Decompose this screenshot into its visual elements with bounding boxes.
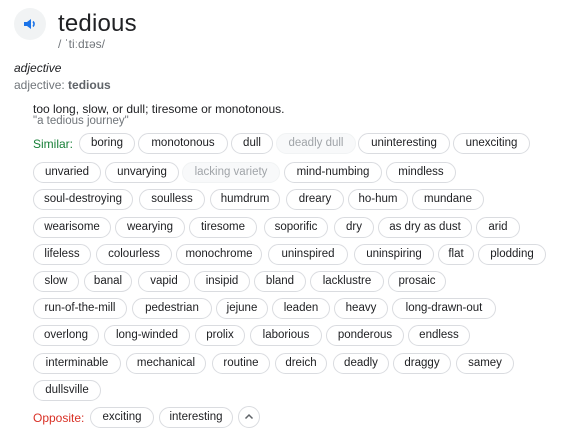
synonym-chip[interactable]: run-of-the-mill	[33, 298, 127, 319]
synonym-chip[interactable]: pedestrian	[132, 298, 212, 319]
part-of-speech-line: adjective: tedious	[14, 78, 111, 92]
synonym-chip[interactable]: mindless	[386, 162, 456, 183]
synonym-chip[interactable]: arid	[476, 217, 520, 238]
synonym-chip[interactable]: monotonous	[138, 133, 228, 154]
synonym-chip[interactable]: samey	[456, 353, 514, 374]
antonym-chip[interactable]: interesting	[159, 407, 233, 428]
synonym-chip[interactable]: bland	[254, 271, 306, 292]
synonym-chip[interactable]: ponderous	[326, 325, 404, 346]
synonym-chip[interactable]: boring	[79, 133, 135, 154]
synonym-chip[interactable]: vapid	[138, 271, 190, 292]
synonym-chip[interactable]: soporific	[264, 217, 328, 238]
synonym-chip[interactable]: humdrum	[210, 189, 280, 210]
synonym-chip[interactable]: uninspired	[268, 244, 348, 265]
synonym-chip[interactable]: unvaried	[33, 162, 101, 183]
headword: tedious	[58, 10, 137, 37]
synonym-chip[interactable]: wearying	[115, 217, 185, 238]
synonym-chip[interactable]: monochrome	[176, 244, 262, 265]
synonym-chip[interactable]: tiresome	[189, 217, 257, 238]
synonym-chip[interactable]: heavy	[334, 298, 388, 319]
synonym-chip[interactable]: slow	[33, 271, 79, 292]
synonym-chip[interactable]: mechanical	[126, 353, 206, 374]
synonym-chip[interactable]: lifeless	[33, 244, 91, 265]
example-sentence: "a tedious journey"	[33, 115, 129, 127]
entry-header: tedious	[14, 8, 137, 40]
synonym-chip[interactable]: deadly dull	[276, 133, 356, 154]
synonym-chip[interactable]: prosaic	[388, 271, 446, 292]
synonym-chip[interactable]: laborious	[250, 325, 322, 346]
synonym-chip[interactable]: wearisome	[33, 217, 111, 238]
synonym-chip[interactable]: endless	[408, 325, 470, 346]
speaker-icon	[24, 19, 35, 29]
similar-label: Similar:	[33, 137, 74, 151]
synonym-chip[interactable]: soulless	[139, 189, 205, 210]
pos-label: adjective:	[14, 78, 65, 92]
pronounce-button[interactable]	[14, 8, 46, 40]
synonym-chip[interactable]: mind-numbing	[284, 162, 382, 183]
pos-word: tedious	[68, 78, 111, 92]
synonym-chip[interactable]: uninteresting	[358, 133, 450, 154]
synonym-chip[interactable]: ho-hum	[348, 189, 408, 210]
synonym-chip[interactable]: insipid	[194, 271, 250, 292]
synonym-chip[interactable]: draggy	[393, 353, 451, 374]
synonym-chip[interactable]: routine	[212, 353, 270, 374]
synonym-chip[interactable]: dreary	[286, 189, 344, 210]
synonym-chip[interactable]: lacklustre	[310, 271, 384, 292]
definition: too long, slow, or dull; tiresome or mon…	[33, 102, 285, 116]
synonym-chip[interactable]: long-drawn-out	[392, 298, 496, 319]
synonym-chip[interactable]: dull	[231, 133, 273, 154]
synonym-chip[interactable]: banal	[84, 271, 132, 292]
synonym-chip[interactable]: uninspiring	[354, 244, 434, 265]
synonym-chip[interactable]: dry	[334, 217, 374, 238]
phonetic: / ˈtiːdɪəs/	[58, 37, 105, 51]
synonym-chip[interactable]: plodding	[478, 244, 546, 265]
synonym-chip[interactable]: deadly	[333, 353, 389, 374]
synonym-chip[interactable]: leaden	[272, 298, 330, 319]
synonym-chip[interactable]: lacking variety	[182, 162, 280, 183]
opposite-label: Opposite:	[33, 411, 85, 425]
part-of-speech: adjective	[14, 61, 62, 75]
synonym-chip[interactable]: dullsville	[33, 380, 101, 401]
antonym-chip[interactable]: exciting	[90, 407, 154, 428]
synonym-chip[interactable]: jejune	[216, 298, 268, 319]
synonym-chip[interactable]: soul-destroying	[33, 189, 133, 210]
collapse-button[interactable]	[238, 406, 260, 428]
synonym-chip[interactable]: mundane	[412, 189, 484, 210]
synonym-chip[interactable]: prolix	[195, 325, 245, 346]
synonym-chip[interactable]: unexciting	[453, 133, 530, 154]
synonym-chip[interactable]: unvarying	[105, 162, 179, 183]
synonym-chip[interactable]: overlong	[33, 325, 99, 346]
synonym-chip[interactable]: dreich	[275, 353, 327, 374]
synonym-chip[interactable]: long-winded	[104, 325, 190, 346]
synonym-chip[interactable]: as dry as dust	[378, 217, 472, 238]
synonym-chip[interactable]: colourless	[96, 244, 172, 265]
synonym-chip[interactable]: interminable	[33, 353, 121, 374]
synonym-chip[interactable]: flat	[438, 244, 474, 265]
chevron-up-icon	[244, 413, 254, 420]
